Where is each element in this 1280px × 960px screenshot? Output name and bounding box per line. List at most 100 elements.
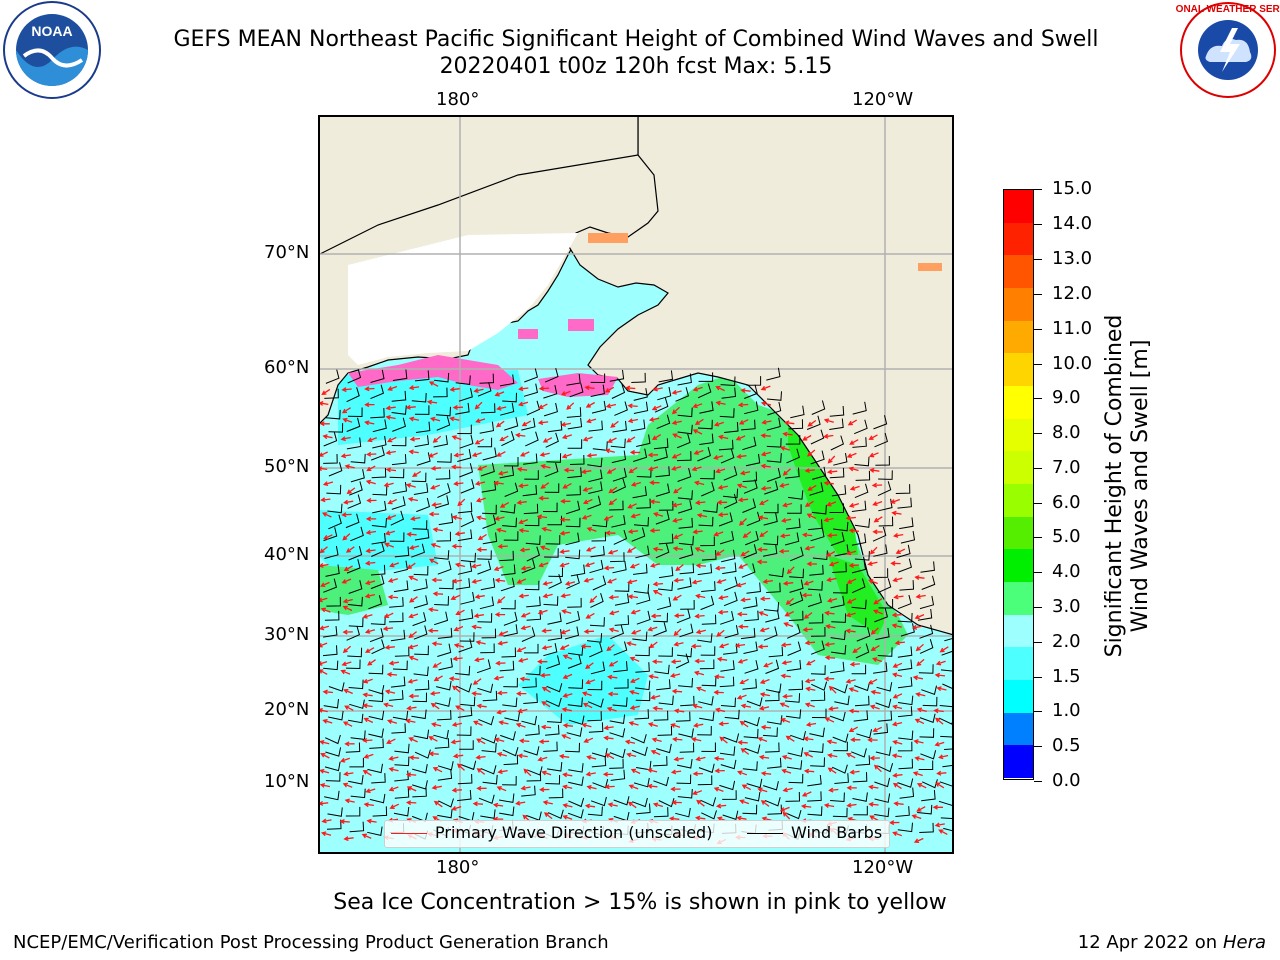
- wind-barb: [697, 563, 713, 576]
- wind-barb: [897, 822, 913, 833]
- wind-barb: [502, 775, 517, 786]
- wave-direction-arrow: [386, 514, 397, 520]
- wind-barb: [480, 643, 495, 654]
- wind-barb: [347, 647, 363, 658]
- wave-direction-arrow: [585, 401, 596, 408]
- wind-barb: [851, 664, 867, 675]
- wind-barb: [480, 809, 496, 819]
- wave-direction-arrow: [584, 562, 595, 568]
- wind-barb: [566, 374, 581, 386]
- wind-barb: [698, 763, 715, 774]
- wind-barb: [942, 764, 952, 768]
- wave-direction-arrow: [604, 448, 615, 454]
- wind-barb: [830, 532, 845, 546]
- wind-barb: [830, 435, 845, 451]
- wave-direction-arrow: [624, 385, 636, 391]
- wave-direction-arrow: [541, 770, 552, 776]
- wave-direction-arrow: [647, 452, 659, 458]
- wind-barb: [657, 725, 673, 736]
- wind-barb: [388, 612, 404, 623]
- wind-barb: [897, 594, 912, 610]
- wind-barb: [853, 710, 869, 722]
- wind-barb: [851, 533, 867, 546]
- wind-barb: [460, 552, 476, 563]
- wind-barb: [346, 559, 361, 574]
- wind-barb: [811, 400, 826, 415]
- wind-barb: [459, 434, 474, 449]
- wind-barb: [412, 692, 427, 703]
- wind-barb: [723, 493, 738, 509]
- wave-direction-arrow: [453, 452, 464, 458]
- wave-direction-arrow: [935, 717, 944, 725]
- wave-direction-arrow: [585, 546, 596, 552]
- wave-direction-arrow: [340, 757, 351, 763]
- wave-direction-arrow: [852, 646, 862, 653]
- wave-direction-arrow: [912, 675, 924, 681]
- wave-direction-arrow: [537, 420, 549, 426]
- wind-barb: [790, 405, 805, 419]
- wind-barb: [874, 608, 888, 623]
- wind-barb: [523, 383, 538, 397]
- wave-direction-arrow: [538, 385, 550, 391]
- wind-barb: [412, 787, 427, 798]
- wind-barb: [742, 471, 758, 483]
- wind-barb: [724, 421, 739, 433]
- wave-direction-arrow: [846, 550, 857, 556]
- wave-direction-arrow: [870, 627, 879, 635]
- wave-direction-arrow: [367, 659, 376, 666]
- wind-barb: [807, 581, 823, 591]
- wave-direction-arrow: [495, 660, 506, 666]
- wave-direction-arrow: [734, 642, 746, 648]
- wind-barb: [940, 817, 952, 820]
- wave-direction-arrow: [695, 629, 706, 635]
- wind-barb: [434, 738, 450, 749]
- wind-barb: [350, 788, 366, 799]
- wave-direction-arrow: [540, 482, 550, 489]
- wind-barb: [433, 729, 449, 740]
- wave-direction-arrow: [339, 819, 350, 825]
- wave-direction-arrow: [584, 385, 595, 391]
- wave-direction-arrow: [584, 803, 596, 809]
- wind-barb: [786, 659, 802, 672]
- wave-direction-arrow: [518, 483, 529, 489]
- wind-barb: [457, 773, 473, 785]
- wave-direction-arrow: [430, 722, 442, 728]
- wind-barb: [832, 733, 849, 743]
- colorbar-tick-label: 14.0: [1052, 213, 1093, 234]
- wave-direction-arrow: [741, 784, 752, 791]
- wave-direction-arrow: [494, 577, 506, 583]
- wave-direction-arrow: [521, 420, 532, 427]
- wave-direction-arrow: [737, 658, 748, 664]
- wind-barb: [788, 490, 804, 500]
- wind-barb: [327, 807, 343, 817]
- wind-barb: [390, 629, 406, 642]
- wind-barb: [877, 710, 893, 722]
- wave-direction-arrow: [760, 771, 772, 777]
- wave-direction-arrow: [692, 771, 704, 777]
- wind-barb: [676, 774, 692, 785]
- wave-direction-arrow: [582, 436, 593, 442]
- wave-direction-arrow: [476, 547, 487, 553]
- wave-direction-arrow: [785, 735, 795, 742]
- wind-barb: [877, 578, 892, 594]
- wind-barb: [764, 797, 781, 807]
- wind-barb: [323, 431, 338, 447]
- legend-barb-label: Wind Barbs: [791, 823, 883, 842]
- wave-direction-arrow: [934, 741, 945, 747]
- wind-barb: [323, 660, 339, 671]
- wind-barb: [347, 368, 362, 384]
- wave-direction-arrow: [561, 609, 572, 614]
- wind-barb: [744, 744, 761, 754]
- wind-barb: [723, 488, 739, 499]
- wave-direction-arrow: [779, 702, 790, 708]
- wave-direction-arrow: [541, 645, 552, 651]
- wave-direction-arrow: [585, 662, 594, 669]
- wind-barb: [679, 545, 694, 560]
- wind-barb: [614, 582, 630, 592]
- wind-barb: [786, 760, 803, 770]
- wind-barb: [614, 678, 629, 689]
- wind-barb: [718, 439, 734, 451]
- wind-barb: [701, 581, 716, 592]
- wave-direction-arrow: [647, 722, 658, 727]
- wind-barb: [568, 776, 584, 787]
